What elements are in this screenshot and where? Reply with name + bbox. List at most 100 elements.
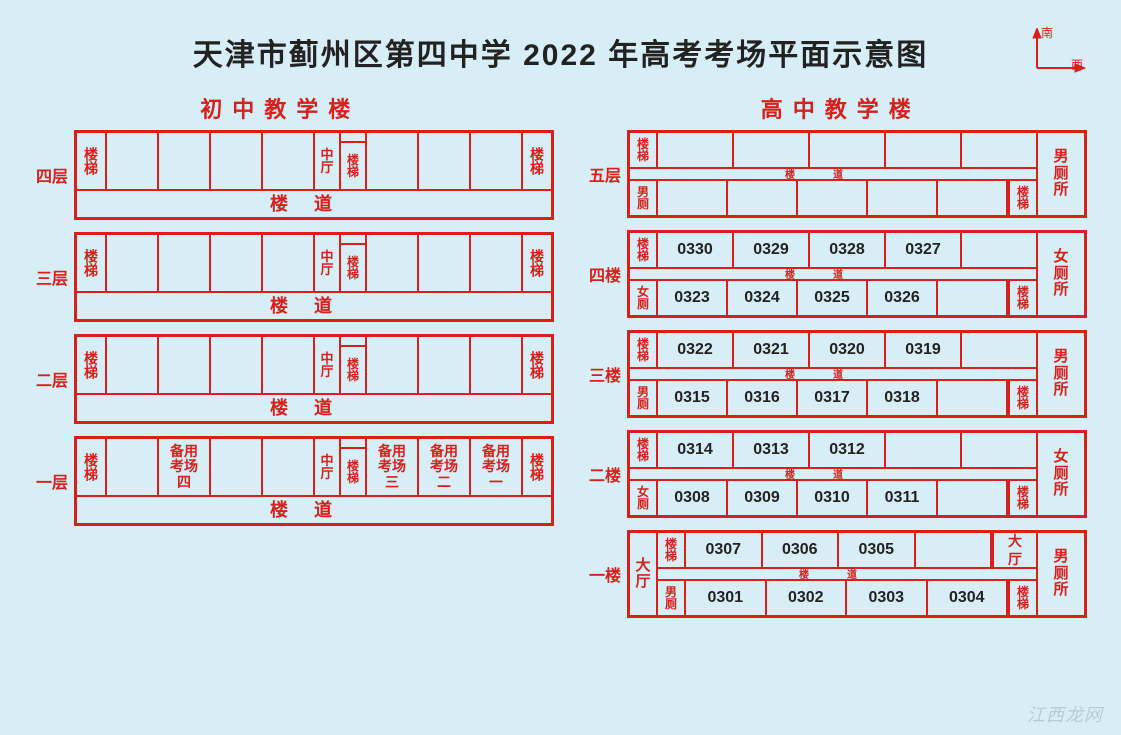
floor-label: 四楼 [587, 262, 627, 286]
stairs: 楼梯 [77, 439, 107, 495]
right-floor: 五层楼梯.....楼道男厕.....楼梯男厕所 [587, 130, 1087, 218]
stairs: 楼梯 [521, 337, 551, 393]
exam-room: 0315 [658, 381, 728, 415]
stairs: 楼梯 [630, 233, 658, 267]
exam-room: 0329 [734, 233, 810, 267]
exam-room: 0328 [810, 233, 886, 267]
exam-room: 0312 [810, 433, 886, 467]
hall: 大厅 [992, 533, 1036, 567]
room-cell: 备用考场四 [159, 439, 211, 495]
corridor: 楼道 [630, 267, 1036, 281]
exam-room: 0319 [886, 333, 962, 367]
room-cell [211, 439, 263, 495]
room-cell [263, 133, 315, 189]
exam-room: . [886, 133, 962, 167]
exam-room: 0321 [734, 333, 810, 367]
floor-label: 五层 [587, 162, 627, 186]
floor-label: 二层 [34, 367, 74, 391]
female-toilet-small: 女厕 [630, 481, 658, 515]
exam-room: . [938, 181, 1008, 215]
exam-room: . [938, 281, 1008, 315]
exam-room: 0330 [658, 233, 734, 267]
exam-room: . [868, 181, 938, 215]
room-cell [367, 337, 419, 393]
floor-label: 二楼 [587, 462, 627, 486]
stairs: 楼梯 [630, 133, 658, 167]
left-building-title: 初中教学楼 [28, 92, 532, 124]
hall: 大厅 [630, 533, 658, 615]
room-cell [471, 337, 521, 393]
exam-room: . [916, 533, 993, 567]
floor-label: 三层 [34, 265, 74, 289]
exam-room: 0306 [763, 533, 840, 567]
room-cell [263, 439, 315, 495]
stairs: 楼梯 [521, 133, 551, 189]
corridor: 楼道 [77, 291, 551, 319]
male-toilet-small: 男厕 [630, 381, 658, 415]
page-title: 天津市蓟州区第四中学 2022 年高考考场平面示意图 [0, 0, 1121, 74]
exam-room: . [658, 181, 728, 215]
exam-room: 0314 [658, 433, 734, 467]
room-cell [159, 235, 211, 291]
exam-room: . [798, 181, 868, 215]
exam-room: 0310 [798, 481, 868, 515]
male-toilet: 男厕所 [1036, 533, 1084, 615]
exam-room: 0316 [728, 381, 798, 415]
mid-stairs: 楼梯 [341, 439, 367, 495]
mid-hall: 中厅 [315, 439, 341, 495]
exam-room: . [962, 133, 1036, 167]
floor-label: 一层 [34, 469, 74, 493]
exam-room: . [962, 433, 1036, 467]
stairs: 楼梯 [77, 133, 107, 189]
room-cell [419, 337, 471, 393]
corridor: 楼道 [77, 495, 551, 523]
room-cell [263, 337, 315, 393]
left-floor: 一层楼梯备用考场四中厅楼梯备用考场三备用考场二备用考场一楼梯楼道 [34, 436, 554, 526]
exam-room: 0318 [868, 381, 938, 415]
corridor: 楼道 [630, 367, 1036, 381]
right-building: 五层楼梯.....楼道男厕.....楼梯男厕所四楼楼梯0330032903280… [587, 130, 1087, 618]
stairs: 楼梯 [1008, 581, 1036, 615]
stairs: 楼梯 [630, 333, 658, 367]
male-toilet-small: 男厕 [630, 181, 658, 215]
room-cell [419, 235, 471, 291]
stairs: 楼梯 [1008, 181, 1036, 215]
female-toilet: 女厕所 [1036, 233, 1084, 315]
room-cell [471, 235, 521, 291]
room-cell [471, 133, 521, 189]
floor-label: 四层 [34, 163, 74, 187]
mid-hall: 中厅 [315, 337, 341, 393]
left-building: 四层楼梯中厅楼梯楼梯楼道三层楼梯中厅楼梯楼梯楼道二层楼梯中厅楼梯楼梯楼道一层楼梯… [34, 130, 554, 618]
exam-room: 0317 [798, 381, 868, 415]
stairs: 楼梯 [77, 337, 107, 393]
mid-hall: 中厅 [315, 235, 341, 291]
exam-room: 0325 [798, 281, 868, 315]
exam-room: . [658, 133, 734, 167]
exam-room: . [728, 181, 798, 215]
exam-room: . [938, 481, 1008, 515]
room-cell [107, 337, 159, 393]
stairs: 楼梯 [1008, 281, 1036, 315]
exam-room: . [810, 133, 886, 167]
exam-room: . [886, 433, 962, 467]
compass: 南 西 [1027, 28, 1087, 76]
corridor: 楼道 [77, 393, 551, 421]
male-toilet: 男厕所 [1036, 333, 1084, 415]
exam-room: 0305 [839, 533, 916, 567]
stairs: 楼梯 [77, 235, 107, 291]
compass-up-label: 南 [1041, 24, 1053, 41]
male-toilet-small: 男厕 [658, 581, 686, 615]
right-floor: 二楼楼梯031403130312..楼道女厕0308030903100311.楼… [587, 430, 1087, 518]
stairs: 楼梯 [1008, 481, 1036, 515]
right-floor: 一楼大厅楼梯030703060305.大厅楼道男厕030103020303030… [587, 530, 1087, 618]
right-floor: 四楼楼梯0330032903280327.楼道女厕032303240325032… [587, 230, 1087, 318]
room-cell [107, 235, 159, 291]
room-cell [211, 133, 263, 189]
exam-room: 0308 [658, 481, 728, 515]
right-floor: 三楼楼梯0322032103200319.楼道男厕031503160317031… [587, 330, 1087, 418]
room-cell [107, 133, 159, 189]
room-cell [211, 235, 263, 291]
stairs: 楼梯 [658, 533, 686, 567]
left-floor: 三层楼梯中厅楼梯楼梯楼道 [34, 232, 554, 322]
room-cell [159, 337, 211, 393]
